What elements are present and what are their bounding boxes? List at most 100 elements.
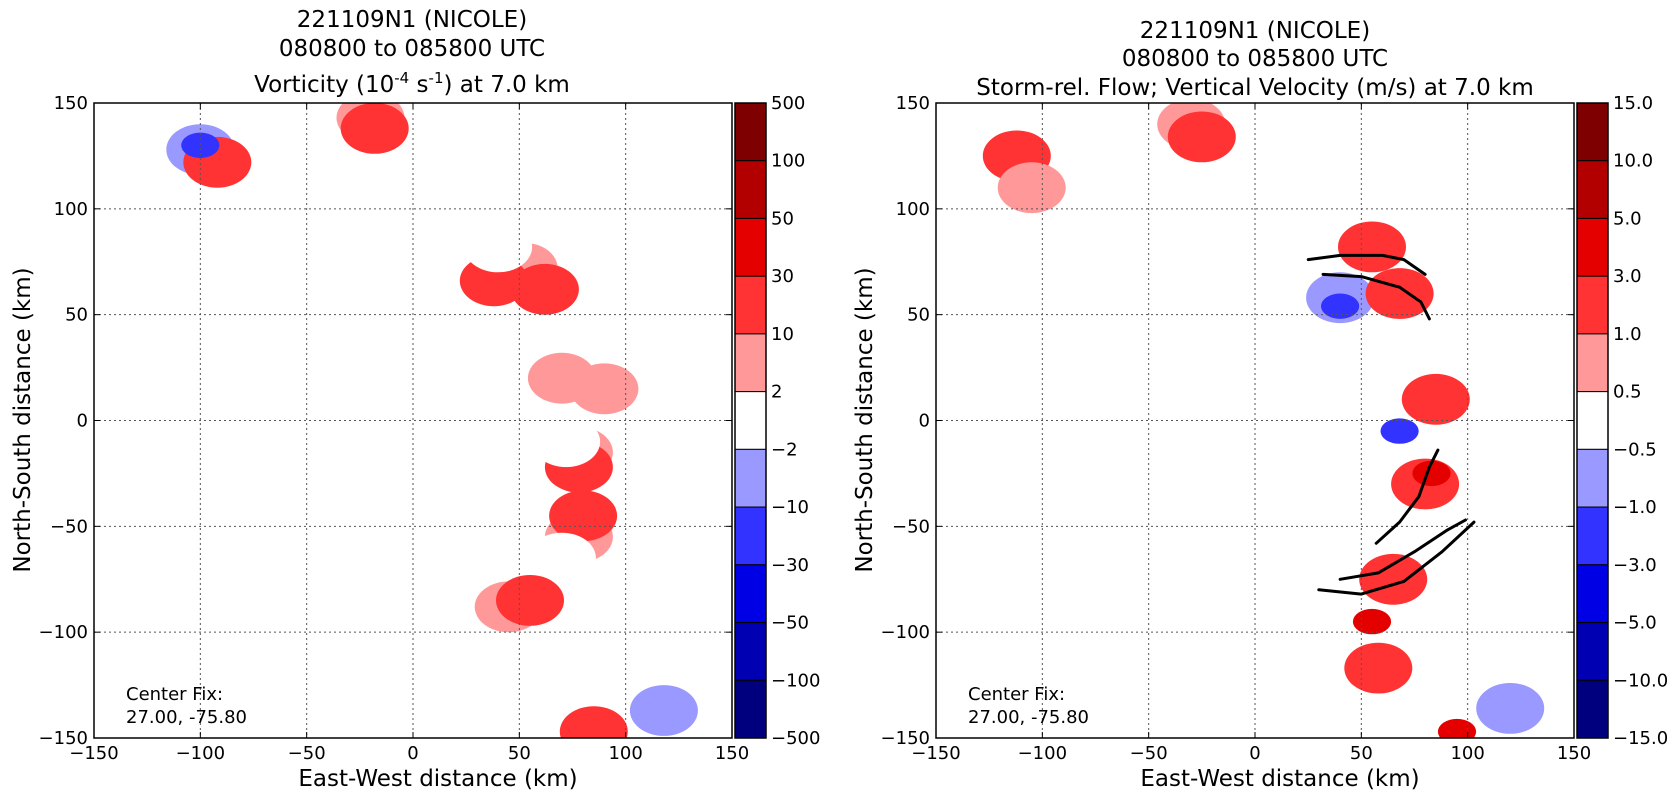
vort-colorbar-label: 10 <box>771 324 794 345</box>
vv-title-line3: Storm-rel. Flow; Vertical Velocity (m/s)… <box>976 75 1534 101</box>
vv-xtick-label: 150 <box>1557 743 1591 764</box>
vv-title-line1: 221109N1 (NICOLE) <box>1140 18 1370 44</box>
vort-colorbar-frame <box>734 102 767 739</box>
vort-colorbar-bin <box>734 622 767 681</box>
vort-xtick-label: −150 <box>69 743 118 764</box>
vort-colorbar-bin <box>734 160 767 219</box>
vv-streamline <box>1338 518 1467 581</box>
vort-ytick-label: −150 <box>39 728 88 749</box>
vort-data-cell <box>629 685 698 736</box>
vv-center-fix-label: Center Fix: <box>968 684 1065 705</box>
vorticity-title-line1: 221109N1 (NICOLE) <box>297 7 527 33</box>
vv-colorbar-label: 3.0 <box>1613 266 1642 287</box>
vv-xtick-label: 0 <box>1249 743 1260 764</box>
vv-data-cell <box>1401 373 1470 425</box>
vort-ytick-label: 50 <box>65 305 88 326</box>
vv-colorbar-frame <box>1576 102 1609 739</box>
vv-ticks: −150 −100 −50 0 50 100 150 −150 −100 −50 0 50 100 150 <box>881 93 1592 764</box>
vv-data-patches <box>982 103 1545 738</box>
vv-streamline <box>1374 448 1440 545</box>
vort-colorbar-bin <box>734 679 767 739</box>
vort-colorbar-bin <box>734 564 767 624</box>
vv-data-cell <box>1359 553 1428 605</box>
vv-colorbar-label: −1.0 <box>1613 497 1657 518</box>
vort-colorbar-bin <box>734 217 767 277</box>
vorticity-xlabel: East-West distance (km) <box>298 766 577 792</box>
vv-colorbar-bin <box>1576 622 1609 681</box>
vv-colorbar-bin <box>1576 679 1609 739</box>
vv-colorbar-label: 5.0 <box>1613 209 1642 230</box>
vort-ytick-label: 100 <box>54 199 88 220</box>
vort-colorbar-bin <box>734 275 767 335</box>
vort-colorbar-label: 500 <box>771 93 805 114</box>
vorticity-plot-area: −150 −100 −50 0 50 100 150 −150 −100 −50 0 50 100 150 <box>39 93 750 764</box>
vorticity-panel: 221109N1 (NICOLE) 080800 to 085800 UTC V… <box>10 7 820 792</box>
vort-data-cell <box>464 221 533 273</box>
vv-colorbar-label: −15.0 <box>1613 728 1668 749</box>
vv-colorbar-bin <box>1576 275 1609 335</box>
vort-data-cell <box>510 263 579 315</box>
vorticity-title-line2: 080800 to 085800 UTC <box>279 36 545 62</box>
vv-colorbar-label: 0.5 <box>1613 382 1642 403</box>
vort-colorbar-label: 100 <box>771 151 805 172</box>
vv-colorbar-bin <box>1576 217 1609 277</box>
vv-colorbar-label: −5.0 <box>1613 613 1657 634</box>
vv-data-cell <box>1476 683 1545 734</box>
vort-data-cell <box>527 352 596 404</box>
vort-colorbar-label: −100 <box>771 670 820 691</box>
vort-colorbar-bin <box>734 448 767 508</box>
vv-xtick-label: −100 <box>1018 743 1067 764</box>
vort-xtick-label: −100 <box>176 743 225 764</box>
vort-colorbar-label: −50 <box>771 613 809 634</box>
vv-colorbar-label: −0.5 <box>1613 439 1657 460</box>
vort-xtick-label: 100 <box>608 743 642 764</box>
vv-ytick-label: 0 <box>919 411 930 432</box>
vv-data-cell <box>1344 642 1413 694</box>
vorticity-colorbar: 500 100 50 30 10 2 −2 −10 −30 −50 −100 −500 <box>734 93 820 749</box>
vv-xlabel: East-West distance (km) <box>1140 766 1419 792</box>
vv-data-cell <box>1338 221 1406 273</box>
vv-colorbar-label: 10.0 <box>1613 151 1653 172</box>
vv-colorbar-label: 1.0 <box>1613 324 1642 345</box>
vv-xtick-label: 100 <box>1450 743 1484 764</box>
vort-ytick-label: −100 <box>39 622 88 643</box>
vorticity-center-fix-label: Center Fix: <box>126 684 223 705</box>
vort-colorbar-label: −2 <box>771 439 798 460</box>
vv-data-cell <box>1437 718 1477 738</box>
vv-data-cell <box>1352 608 1392 635</box>
vv-colorbar-label: −10.0 <box>1613 670 1668 691</box>
vv-ylabel: North-South distance (km) <box>852 267 878 572</box>
vv-streamline <box>1317 520 1476 596</box>
vv-ytick-label: 100 <box>896 199 930 220</box>
vv-streamline <box>1321 272 1431 321</box>
vort-colorbar-label: −30 <box>771 555 809 576</box>
vort-data-cell <box>496 575 564 626</box>
vv-xtick-label: 50 <box>1350 743 1373 764</box>
vv-data-cell <box>1412 460 1451 487</box>
vort-data-cell <box>340 103 409 154</box>
vv-colorbar-label: 15.0 <box>1613 93 1653 114</box>
vort-data-cell <box>549 490 618 542</box>
vv-colorbar-bin <box>1576 391 1609 450</box>
vort-grid <box>94 103 732 738</box>
vv-ytick-label: −50 <box>892 516 930 537</box>
vv-data-cell <box>1365 268 1434 319</box>
vv-colorbar-bin <box>1576 448 1609 508</box>
vv-colorbar-bin <box>1576 102 1609 162</box>
vv-streamlines <box>1306 253 1476 596</box>
vv-colorbar-bin <box>1576 506 1609 566</box>
vv-streamline <box>1306 253 1427 276</box>
vorticity-ylabel: North-South distance (km) <box>10 267 36 572</box>
vort-ticks: −150 −100 −50 0 50 100 150 −150 −100 −50 0 50 100 150 <box>39 93 750 764</box>
vv-colorbar-bin <box>1576 333 1609 393</box>
vv-data-cell <box>1167 111 1236 163</box>
vv-ytick-label: −100 <box>881 622 930 643</box>
vv-colorbar-label: −3.0 <box>1613 555 1657 576</box>
vv-title-line2: 080800 to 085800 UTC <box>1122 46 1388 72</box>
vort-colorbar-label: 2 <box>771 382 782 403</box>
vort-colorbar-label: −500 <box>771 728 820 749</box>
vort-data-cell <box>527 532 596 584</box>
vort-colorbar-bin <box>734 506 767 566</box>
vv-colorbar-bin <box>1576 160 1609 219</box>
